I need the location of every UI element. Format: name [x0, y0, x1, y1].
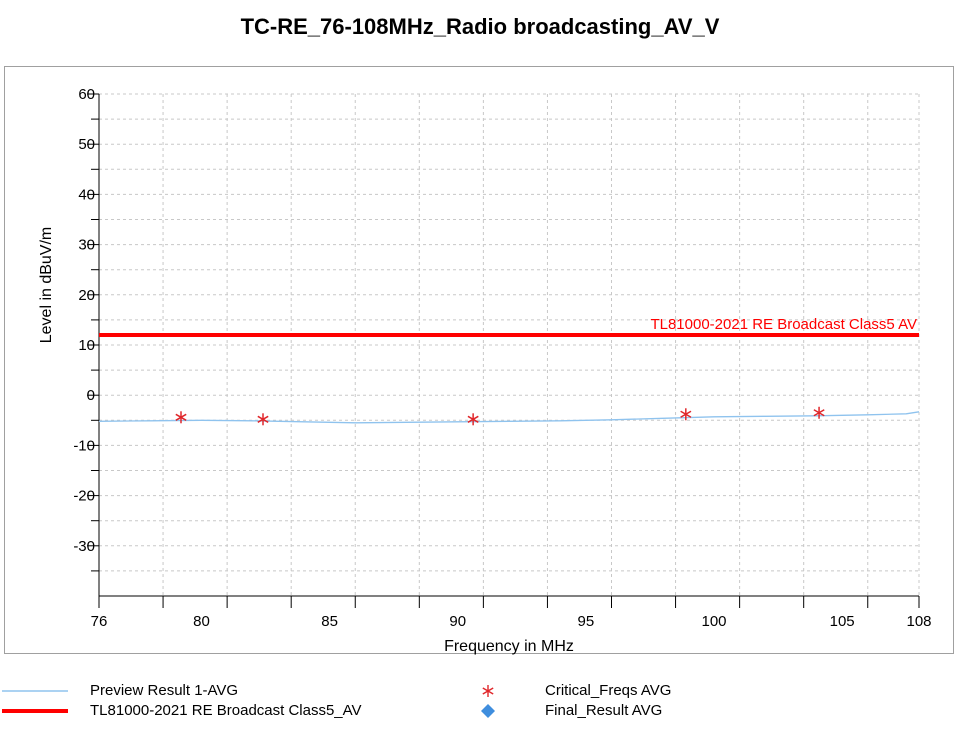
y-tick-label: 40	[78, 186, 95, 203]
legend-label-limit: TL81000-2021 RE Broadcast Class5_AV	[90, 702, 362, 719]
y-tick-label: 20	[78, 287, 95, 304]
chart-title: TC-RE_76-108MHz_Radio broadcasting_AV_V	[240, 14, 720, 39]
limit-annotation: TL81000-2021 RE Broadcast Class5 AV	[650, 316, 917, 333]
asterisk-stroke	[813, 409, 825, 417]
x-tick-label: 85	[321, 613, 338, 630]
x-tick-label: 90	[449, 613, 466, 630]
x-tick-label: 76	[91, 613, 108, 630]
x-tick-label: 108	[906, 613, 931, 630]
critical-freq-marker	[813, 406, 825, 419]
y-tick-label: 10	[78, 337, 95, 354]
legend-label-final: Final_Result AVG	[545, 702, 663, 719]
critical-freq-marker	[175, 411, 187, 424]
legend-swatch-preview	[2, 690, 68, 692]
x-tick-label: 105	[830, 613, 855, 630]
legend: Preview Result 1-AVG TL81000-2021 RE Bro…	[0, 680, 960, 725]
legend-swatch-limit	[2, 709, 68, 713]
asterisk-icon-stroke	[482, 687, 494, 695]
y-tick-label: -20	[73, 488, 95, 505]
chart-frame: 60 50 40 30 20 10 0 -10 -20 -30 76 80 85 90 95 100 105 10…	[4, 66, 954, 655]
y-tick-label: -10	[73, 437, 95, 454]
y-tick-label: -30	[73, 538, 95, 555]
y-tick-label: 30	[78, 237, 95, 254]
asterisk-stroke	[175, 413, 187, 421]
critical-freq-marker	[467, 413, 479, 426]
x-tick-label: 80	[193, 613, 210, 630]
y-tick-label: 50	[78, 136, 95, 153]
preview-line	[98, 411, 920, 424]
critical-freq-marker	[680, 408, 692, 421]
asterisk-stroke	[680, 410, 692, 418]
diamond-icon	[481, 704, 495, 718]
y-tick-label: 0	[87, 387, 95, 404]
asterisk-icon	[482, 685, 494, 697]
asterisk-stroke	[257, 415, 269, 423]
x-tick-label: 100	[701, 613, 726, 630]
y-tick-label: 60	[78, 86, 95, 103]
x-axis-label: Frequency in MHz	[444, 638, 574, 655]
legend-label-preview: Preview Result 1-AVG	[90, 682, 239, 699]
y-axis-label: Level in dBuV/m	[38, 227, 55, 344]
asterisk-stroke	[467, 415, 479, 423]
critical-freq-marker	[257, 413, 269, 426]
legend-label-critical: Critical_Freqs AVG	[545, 682, 672, 699]
x-tick-label: 95	[578, 613, 595, 630]
